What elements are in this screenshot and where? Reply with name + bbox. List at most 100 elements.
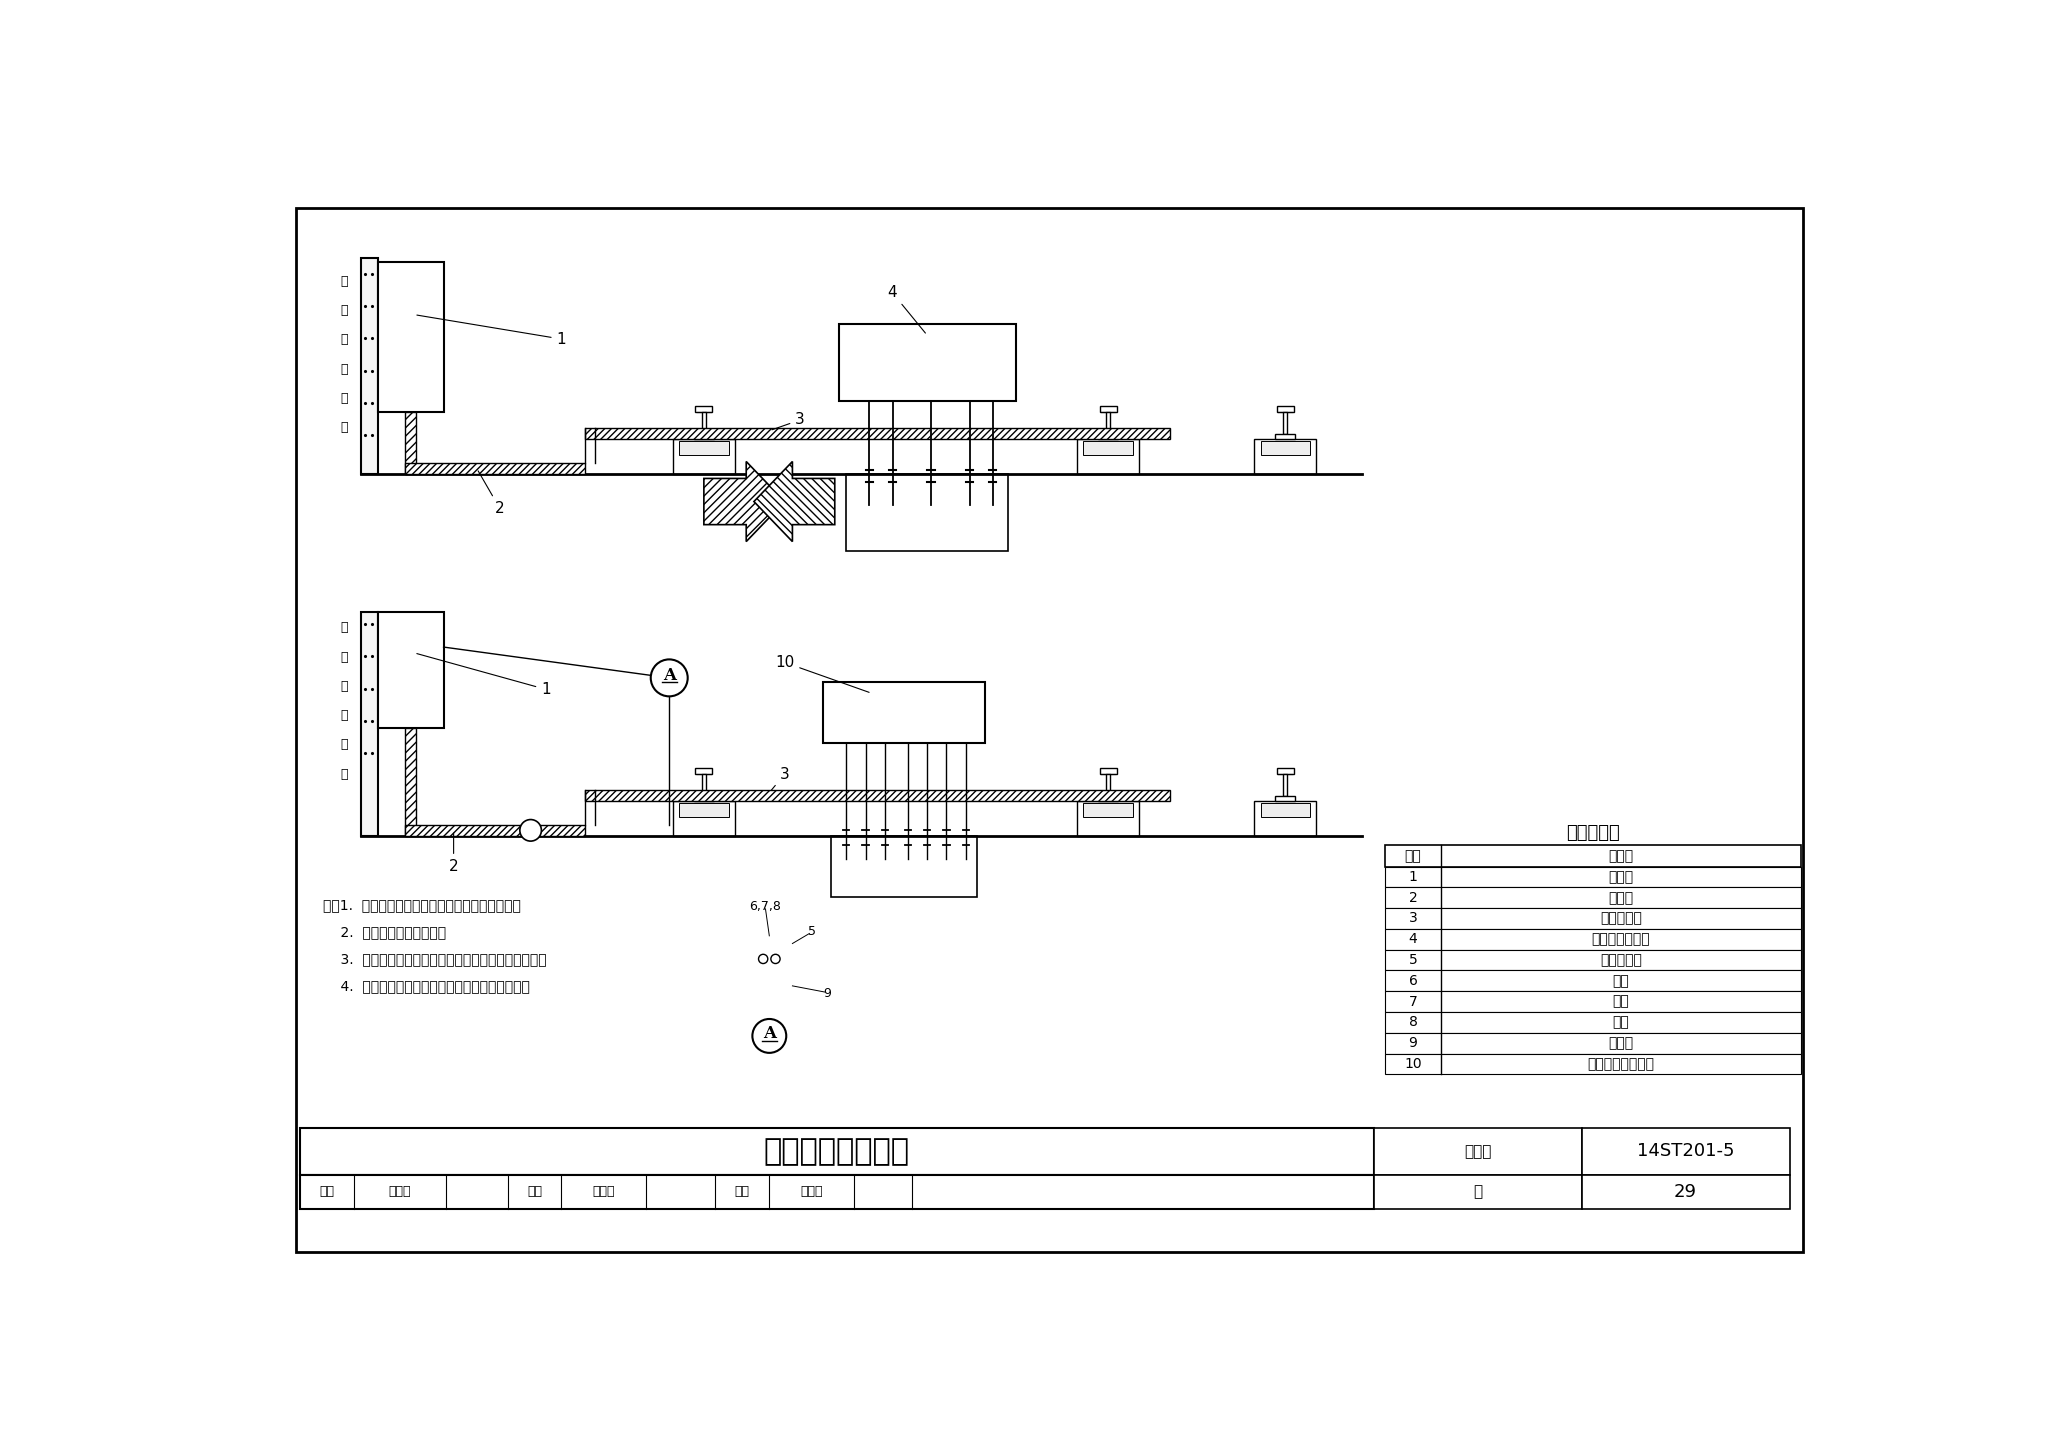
Text: 9: 9: [823, 988, 831, 1001]
Bar: [680, 441, 729, 454]
Text: 图集号: 图集号: [1464, 1144, 1491, 1158]
Text: 壁: 壁: [340, 334, 348, 347]
Text: 应答器电缆防护图: 应答器电缆防护图: [764, 1137, 909, 1165]
Text: 侧: 侧: [340, 392, 348, 405]
Bar: [1284, 774, 1286, 795]
Text: 10: 10: [1405, 1057, 1421, 1071]
Polygon shape: [754, 461, 836, 542]
Bar: [1384, 866, 1800, 888]
Polygon shape: [705, 461, 784, 542]
Bar: [1384, 888, 1800, 908]
Bar: [846, 474, 1008, 551]
Bar: [1255, 801, 1317, 836]
Bar: [1384, 844, 1800, 866]
Text: A: A: [664, 667, 676, 684]
Text: 6,7,8: 6,7,8: [750, 899, 782, 912]
Bar: [1384, 1032, 1800, 1054]
Bar: [674, 440, 735, 474]
Text: 墙: 墙: [340, 768, 348, 781]
Text: 道: 道: [340, 651, 348, 664]
Bar: [674, 801, 735, 836]
Bar: [1374, 1174, 1581, 1209]
Bar: [406, 824, 584, 836]
Bar: [1098, 795, 1118, 801]
Text: 审核: 审核: [319, 1186, 334, 1199]
Bar: [696, 406, 713, 412]
Bar: [1255, 440, 1317, 474]
Text: 2: 2: [477, 471, 504, 516]
Text: 墙: 墙: [340, 421, 348, 434]
Bar: [1276, 768, 1294, 774]
Text: 壁: 壁: [340, 680, 348, 693]
Bar: [406, 412, 416, 474]
Text: 螺杆: 螺杆: [1612, 1015, 1630, 1030]
Text: 2: 2: [1409, 891, 1417, 905]
Bar: [1284, 412, 1286, 434]
Text: 8: 8: [1409, 1015, 1417, 1030]
Text: 侧: 侧: [340, 739, 348, 752]
Bar: [360, 259, 379, 474]
Bar: [406, 727, 416, 836]
Text: 3: 3: [772, 412, 805, 429]
Bar: [379, 613, 444, 727]
Text: 名称对照表: 名称对照表: [1567, 824, 1620, 842]
Text: 螺母: 螺母: [1612, 995, 1630, 1009]
Text: 隧: 隧: [340, 622, 348, 635]
Text: A: A: [762, 1025, 776, 1043]
Bar: [1374, 1128, 1581, 1174]
Text: 名　称: 名 称: [1608, 849, 1634, 863]
Circle shape: [651, 659, 688, 697]
Text: 3.  馈电盒应安装平稳、牢固，螺栓应紧固、无松动。: 3. 馈电盒应安装平稳、牢固，螺栓应紧固、无松动。: [324, 951, 547, 966]
Bar: [1384, 950, 1800, 970]
Text: 29: 29: [1673, 1183, 1698, 1200]
Text: 页: 页: [1473, 1184, 1483, 1199]
Bar: [1262, 803, 1311, 817]
Text: 禹玉起: 禹玉起: [389, 1186, 412, 1199]
Bar: [1384, 1054, 1800, 1074]
Bar: [299, 1174, 1374, 1209]
Text: 道: 道: [340, 304, 348, 317]
Text: 4: 4: [887, 285, 926, 333]
Text: 橡胶防护管: 橡胶防护管: [1599, 911, 1642, 925]
Text: 4: 4: [1409, 933, 1417, 946]
Bar: [1384, 1012, 1800, 1032]
Bar: [702, 412, 707, 434]
Bar: [1262, 441, 1311, 454]
Circle shape: [758, 954, 768, 963]
Bar: [1106, 774, 1110, 795]
Bar: [838, 324, 1016, 401]
Text: 1: 1: [1409, 870, 1417, 884]
Bar: [1083, 803, 1133, 817]
Text: 馈电盒: 馈电盒: [1608, 870, 1634, 884]
Bar: [1077, 801, 1139, 836]
Text: 垫片: 垫片: [1612, 973, 1630, 988]
Text: 1: 1: [418, 315, 565, 347]
Bar: [680, 803, 729, 817]
Text: 或: 或: [340, 709, 348, 722]
Bar: [702, 774, 707, 795]
Bar: [379, 262, 444, 412]
Bar: [360, 613, 379, 836]
Text: 校对: 校对: [526, 1186, 543, 1199]
Text: 2: 2: [449, 833, 459, 873]
Bar: [1384, 928, 1800, 950]
Text: 欧姆卡: 欧姆卡: [1608, 1037, 1634, 1050]
Circle shape: [752, 1019, 786, 1053]
Bar: [584, 791, 1169, 801]
Text: 5: 5: [1409, 953, 1417, 967]
Bar: [1100, 768, 1116, 774]
Bar: [1100, 406, 1116, 412]
Bar: [1106, 412, 1110, 434]
Text: 14ST201-5: 14ST201-5: [1636, 1142, 1735, 1161]
Text: 设计: 设计: [735, 1186, 750, 1199]
Bar: [1276, 434, 1294, 440]
Bar: [406, 463, 584, 474]
Bar: [694, 434, 715, 440]
Bar: [1098, 434, 1118, 440]
Text: 注：1.  馈电盒密封装置应完整，防泄性能应良好。: 注：1. 馈电盒密封装置应完整，防泄性能应良好。: [324, 898, 520, 912]
Bar: [1581, 1128, 1790, 1174]
Text: 4.  电缆应采用橡胶管防护，并用卡具固定牢固。: 4. 电缆应采用橡胶管防护，并用卡具固定牢固。: [324, 979, 530, 993]
Bar: [1276, 406, 1294, 412]
Bar: [299, 1128, 1374, 1174]
Bar: [1581, 1174, 1790, 1209]
